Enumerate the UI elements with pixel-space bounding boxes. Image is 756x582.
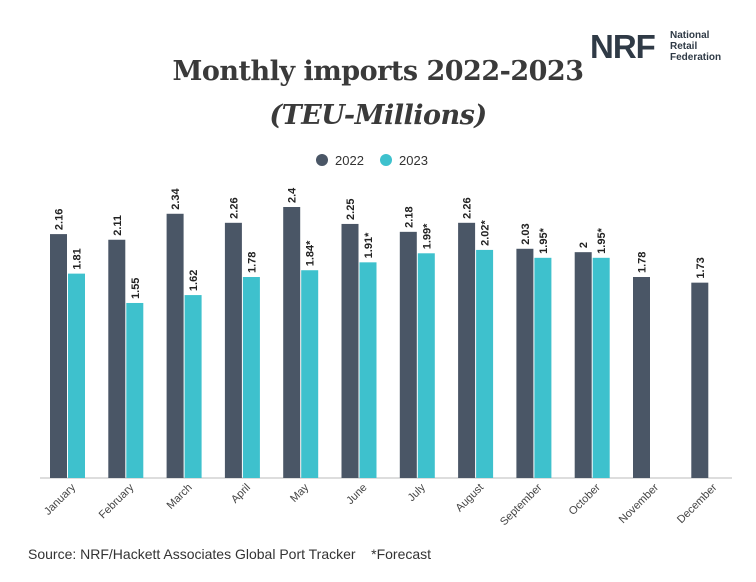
source-text: Source: NRF/Hackett Associates Global Po… xyxy=(28,546,356,562)
x-tick-label-april: April xyxy=(229,482,253,506)
chart-title: Monthly imports 2022-2023 xyxy=(172,56,584,87)
bar-2022-february xyxy=(108,239,126,478)
data-label-2022-may: 2.4 xyxy=(287,187,299,203)
data-label-2022-january: 2.16 xyxy=(54,209,66,230)
x-tick-label-november: November xyxy=(617,481,662,526)
bar-2023-august xyxy=(476,249,494,478)
bar-2022-may xyxy=(283,207,301,478)
bar-2022-april xyxy=(224,222,242,478)
data-label-2022-march: 2.34 xyxy=(170,187,182,209)
data-label-2023-june: 1.91* xyxy=(363,232,375,258)
data-label-2023-april: 1.78 xyxy=(246,252,258,273)
bar-2023-july xyxy=(417,253,435,478)
nrf-logo: NRF National Retail Federation xyxy=(590,28,730,65)
data-label-2022-september: 2.03 xyxy=(520,223,532,244)
x-tick-label-may: May xyxy=(288,481,312,505)
data-label-2022-august: 2.26 xyxy=(462,197,474,218)
legend-label-s2022: 2022 xyxy=(335,153,364,168)
legend-label-s2023: 2023 xyxy=(399,153,428,168)
x-tick-label-july: July xyxy=(406,481,429,504)
bar-2022-july xyxy=(399,231,417,478)
data-label-2022-november: 1.78 xyxy=(637,252,649,273)
x-tick-label-october: October xyxy=(567,481,603,517)
logo-line-3: Federation xyxy=(670,52,722,63)
x-tick-label-february: February xyxy=(97,481,137,521)
data-label-2023-july: 1.99* xyxy=(421,223,433,249)
bar-2022-august xyxy=(458,222,476,478)
x-tick-label-december: December xyxy=(675,481,720,526)
data-label-2023-september: 1.95* xyxy=(538,227,550,253)
logo-mark: NRF xyxy=(590,28,656,65)
bar-2023-april xyxy=(242,277,260,478)
data-label-2022-july: 2.18 xyxy=(403,206,415,227)
source-note: Source: NRF/Hackett Associates Global Po… xyxy=(28,546,431,562)
data-label-2022-february: 2.11 xyxy=(112,215,124,236)
data-label-2023-february: 1.55 xyxy=(130,278,142,299)
chart-subtitle: (TEU-Millions) xyxy=(269,100,487,131)
bar-2022-january xyxy=(50,234,67,478)
bar-2023-june xyxy=(359,262,377,478)
bar-2022-december xyxy=(691,282,709,478)
data-label-2022-june: 2.25 xyxy=(345,199,357,220)
bar-2023-may xyxy=(301,270,319,478)
data-label-2023-may: 1.84* xyxy=(305,240,317,266)
x-tick-label-january: January xyxy=(42,481,79,518)
x-tick-label-september: September xyxy=(498,481,545,528)
x-tick-label-august: August xyxy=(454,482,487,515)
legend-marker-s2023 xyxy=(380,154,392,166)
data-label-2022-december: 1.73 xyxy=(695,257,707,278)
logo-line-1: National xyxy=(670,30,710,41)
x-tick-label-march: March xyxy=(165,482,195,512)
data-label-2023-october: 1.95* xyxy=(596,227,608,253)
data-label-2022-april: 2.26 xyxy=(228,197,240,218)
bar-2023-january xyxy=(68,273,85,478)
bar-2023-march xyxy=(184,295,202,478)
bar-2022-june xyxy=(341,223,359,478)
data-label-2022-october: 2 xyxy=(578,242,590,248)
bar-2023-february xyxy=(126,302,144,478)
data-label-2023-january: 1.81 xyxy=(72,248,84,269)
x-tick-label-june: June xyxy=(344,482,369,507)
logo-text: National Retail Federation xyxy=(670,30,721,63)
data-label-2023-august: 2.02* xyxy=(480,219,492,245)
bar-2022-march xyxy=(166,213,184,478)
data-label-2023-march: 1.62 xyxy=(188,270,200,291)
bar-2022-october xyxy=(574,252,592,478)
bar-2022-november xyxy=(633,277,650,478)
bar-2022-september xyxy=(516,248,534,478)
bar-2023-september xyxy=(534,257,552,478)
logo-line-2: Retail xyxy=(670,41,698,52)
bar-2023-october xyxy=(592,257,610,478)
legend-marker-s2022 xyxy=(316,154,328,166)
forecast-footnote: *Forecast xyxy=(371,546,432,562)
